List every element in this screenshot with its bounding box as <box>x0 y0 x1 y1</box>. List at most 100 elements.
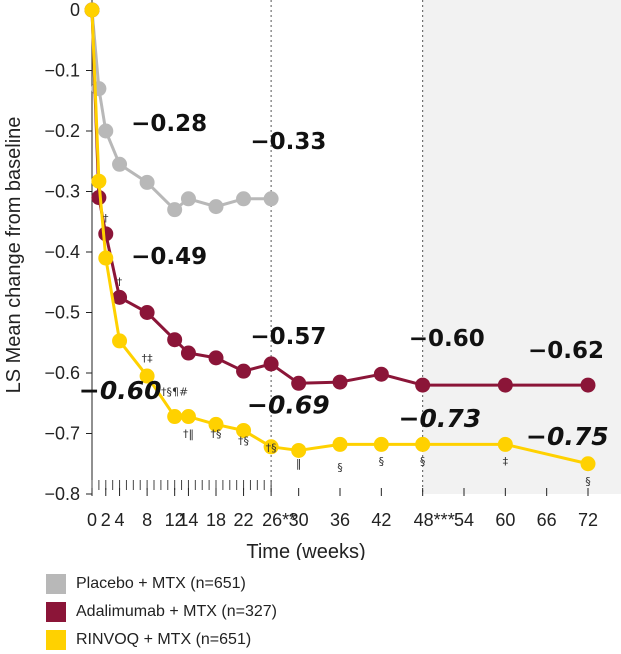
x-tick-label: 42 <box>371 510 391 530</box>
value-annotation: −0.60 <box>409 326 485 352</box>
y-tick-label: −0.2 <box>44 121 80 141</box>
data-point-2 <box>497 436 513 452</box>
significance-symbol: †§ <box>266 442 277 455</box>
y-tick-label: −0.3 <box>44 182 80 202</box>
legend-item-placebo: Placebo + MTX (n=651) <box>46 570 277 598</box>
data-point-1 <box>263 356 279 372</box>
series-line-0 <box>90 9 272 212</box>
significance-symbol: † <box>103 212 109 225</box>
y-tick-label: −0.1 <box>44 61 80 81</box>
y-tick-label: 0 <box>70 0 80 20</box>
data-point-1 <box>98 226 114 242</box>
x-tick-label: 66 <box>537 510 557 530</box>
value-annotation: −0.73 <box>399 404 482 433</box>
legend-label-adalimumab: Adalimumab + MTX (n=327) <box>76 603 277 620</box>
legend-swatch-adalimumab <box>46 602 66 622</box>
data-point-2 <box>291 442 307 458</box>
series-line-1 <box>90 9 588 387</box>
significance-symbol: †§¶# <box>161 385 188 398</box>
data-point-1 <box>139 305 155 320</box>
significance-symbol: ‖ <box>296 457 302 470</box>
series <box>84 2 596 472</box>
x-tick-label: 14 <box>178 510 198 530</box>
data-point-1 <box>373 366 389 382</box>
data-point-0 <box>180 191 196 207</box>
data-point-1 <box>580 377 596 393</box>
legend-label-rinvoq: RINVOQ + MTX (n=651) <box>76 631 252 648</box>
data-point-0 <box>98 123 114 139</box>
data-point-0 <box>139 174 155 190</box>
significance-symbol: § <box>379 455 385 468</box>
data-point-1 <box>415 377 431 393</box>
x-tick-label: 22 <box>234 510 254 530</box>
value-annotation: −0.57 <box>250 324 326 350</box>
legend-item-adalimumab: Adalimumab + MTX (n=327) <box>46 598 277 626</box>
data-point-0 <box>236 191 252 207</box>
data-point-1 <box>236 363 252 379</box>
x-tick-label: 30 <box>289 510 309 530</box>
significance-symbol: †§ <box>211 428 222 441</box>
data-point-2 <box>139 368 155 384</box>
x-tick-label: 72 <box>578 510 598 530</box>
y-tick-label: −0.8 <box>44 484 80 504</box>
value-annotation: −0.33 <box>250 129 326 155</box>
significance-symbol: § <box>420 455 426 468</box>
data-point-0 <box>208 199 224 215</box>
value-annotation: −0.62 <box>528 338 604 364</box>
axes: 0−0.1−0.2−0.3−0.4−0.5−0.6−0.7−0.80 2 4 8 121… <box>44 0 598 530</box>
x-tick-label: 12 <box>165 510 185 530</box>
x-tick-label: 26** <box>262 510 296 530</box>
data-point-0 <box>263 191 279 207</box>
legend-label-placebo: Placebo + MTX (n=651) <box>76 575 246 592</box>
significance-symbol: † <box>117 275 123 288</box>
data-point-1 <box>332 374 348 390</box>
legend: Placebo + MTX (n=651) Adalimumab + MTX (… <box>46 570 277 654</box>
y-tick-label: −0.5 <box>44 303 80 323</box>
data-point-1 <box>497 377 513 393</box>
data-point-1 <box>208 350 224 366</box>
significance-symbol: †‖ <box>183 428 194 441</box>
significance-symbol: § <box>585 475 591 488</box>
data-point-1 <box>291 375 307 391</box>
x-tick-label: 2 <box>101 510 111 530</box>
data-point-1 <box>112 289 128 305</box>
x-tick-label: 18 <box>206 510 226 530</box>
x-tick-label: 4 <box>115 510 125 530</box>
data-point-2 <box>167 409 183 425</box>
value-annotation: −0.75 <box>526 422 609 451</box>
data-point-2 <box>208 416 224 432</box>
significance-symbols: † † †‡ †§¶# †‖ †§ †§ †§ ‖ § § § ‡ § <box>103 212 591 488</box>
significance-symbol: ‡ <box>503 455 509 468</box>
data-point-2 <box>180 409 196 425</box>
series-line-2 <box>90 9 589 466</box>
data-point-0 <box>112 156 128 172</box>
x-tick-label: 54 <box>454 510 474 530</box>
x-axis-title: Time (weeks) <box>246 541 365 560</box>
data-point-2 <box>373 436 389 452</box>
value-annotation: −0.28 <box>131 111 207 137</box>
data-point-2 <box>84 2 100 18</box>
data-point-0 <box>167 202 183 218</box>
significance-symbol: § <box>337 461 343 474</box>
data-point-2 <box>263 439 279 455</box>
x-tick-label: 0 <box>87 510 97 530</box>
x-tick-label: 8 <box>142 510 152 530</box>
x-tick-label: 60 <box>495 510 515 530</box>
significance-symbol: †‡ <box>142 352 154 365</box>
legend-swatch-rinvoq <box>46 630 66 650</box>
y-axis-title: LS Mean change from baseline <box>3 117 25 394</box>
y-tick-label: −0.6 <box>44 363 80 383</box>
data-point-2 <box>415 436 431 452</box>
legend-item-rinvoq: RINVOQ + MTX (n=651) <box>46 626 277 654</box>
y-tick-label: −0.4 <box>44 242 80 262</box>
value-annotation: −0.60 <box>79 376 162 405</box>
data-point-2 <box>236 422 252 438</box>
value-annotations: −0.28 −0.33 −0.49 −0.57 −0.60 −0.62 −0.60 −0.69… <box>79 111 609 451</box>
data-point-2 <box>112 333 128 349</box>
data-point-2 <box>332 436 348 452</box>
line-chart: 0−0.1−0.2−0.3−0.4−0.5−0.6−0.7−0.80 2 4 8 121… <box>3 0 621 560</box>
value-annotation: −0.49 <box>131 244 207 270</box>
significance-symbol: †§ <box>238 434 249 447</box>
value-annotation: −0.69 <box>247 391 330 420</box>
data-point-2 <box>580 456 596 472</box>
